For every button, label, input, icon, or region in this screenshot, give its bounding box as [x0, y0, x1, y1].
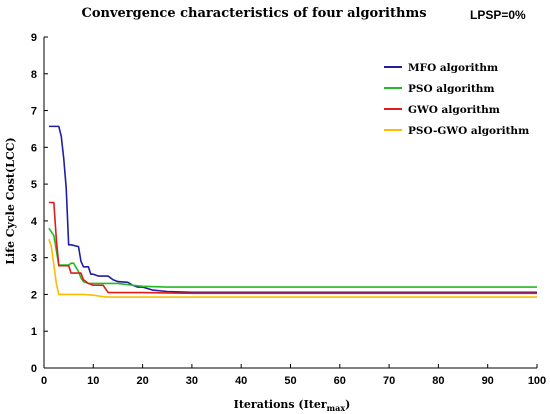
series-line-pso-algorithm: [48, 227, 537, 288]
legend-label-mfo-algorithm: MFO algorithm: [408, 62, 498, 74]
x-tick-label: 40: [235, 375, 247, 387]
x-tick-label: 50: [284, 375, 296, 387]
plot-area: 0 1 2 3 4 5 6 7 8 9 0 10 20 30 40 50 60 70 80 90 100: [31, 32, 546, 387]
x-tick-label: 30: [186, 375, 198, 387]
y-ticks: 0 1 2 3 4 5 6 7 8 9: [31, 32, 48, 375]
x-axis-label-subscript: max: [327, 403, 346, 413]
series-line-mfo-algorithm: [48, 125, 537, 294]
y-tick-label: 0: [31, 363, 37, 375]
chart-title: Convergence characteristics of four algo…: [81, 6, 426, 21]
series-line-pso-gwo-algorithm: [48, 239, 537, 298]
x-tick-label: 20: [136, 375, 148, 387]
x-axis-label-suffix: ): [345, 398, 350, 411]
series-lines: [48, 125, 537, 298]
lpsp-annotation: LPSP=0%: [470, 8, 526, 22]
legend-label-gwo-algorithm: GWO algorithm: [408, 104, 500, 116]
x-tick-label: 0: [41, 375, 47, 387]
legend: MFO algorithm PSO algorithm GWO algorithm P…: [384, 62, 529, 137]
x-ticks: 0 10 20 30 40 50 60 70 80 90 100: [41, 364, 546, 387]
x-tick-label: 100: [528, 375, 546, 387]
y-tick-label: 9: [31, 32, 37, 44]
y-tick-label: 3: [31, 253, 37, 265]
y-tick-label: 4: [31, 216, 38, 228]
x-axis-label: Iterations (Itermax): [234, 398, 351, 413]
y-tick-label: 7: [31, 106, 37, 118]
y-tick-label: 2: [31, 289, 37, 301]
series-line-gwo-algorithm: [48, 201, 537, 295]
x-axis-label-main: Iterations (Iter: [234, 398, 327, 411]
x-tick-label: 70: [383, 375, 395, 387]
x-tick-label: 10: [87, 375, 99, 387]
x-tick-label: 80: [432, 375, 444, 387]
y-tick-label: 1: [31, 326, 37, 338]
legend-label-pso-algorithm: PSO algorithm: [408, 83, 495, 95]
y-tick-label: 6: [31, 142, 37, 154]
legend-label-pso-gwo-algorithm: PSO-GWO algorithm: [408, 125, 529, 137]
x-tick-label: 90: [482, 375, 494, 387]
y-tick-label: 8: [31, 69, 37, 81]
y-axis-label: Life Cycle Cost(LCC): [4, 137, 17, 264]
x-tick-label: 60: [334, 375, 346, 387]
y-tick-label: 5: [31, 179, 37, 191]
